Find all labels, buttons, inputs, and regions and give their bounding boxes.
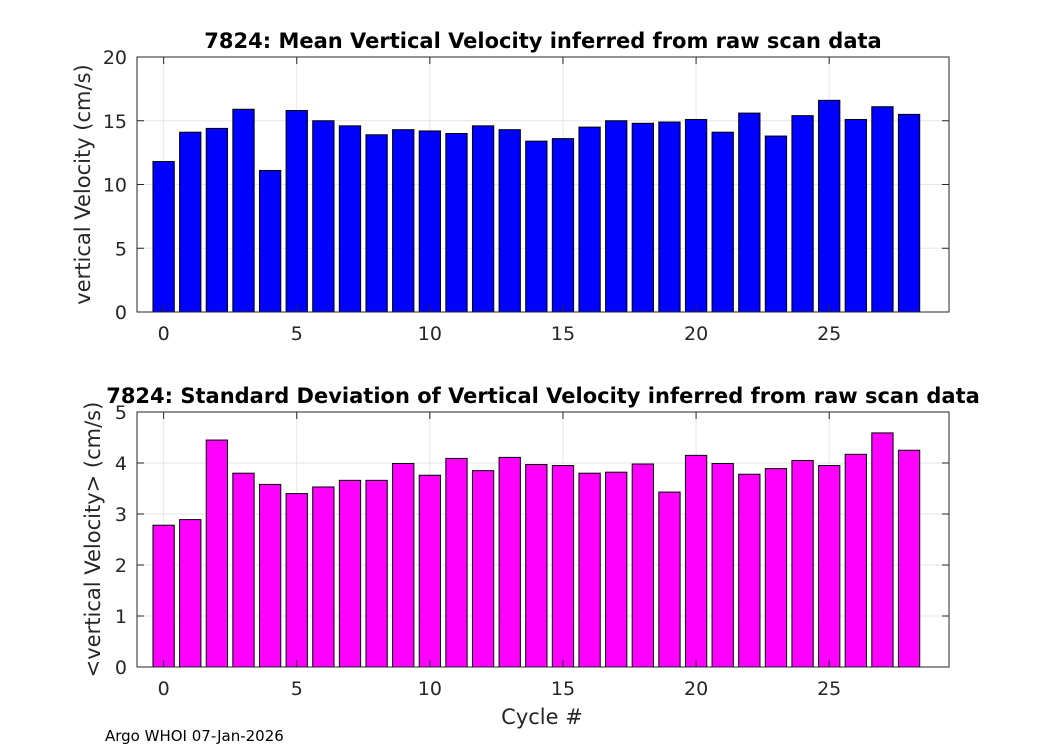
top-chart-title: 7824: Mean Vertical Velocity inferred fr… xyxy=(204,29,881,53)
bar-cycle-20 xyxy=(684,454,708,668)
bar-cycle-1 xyxy=(179,131,202,313)
bar-cycle-27 xyxy=(871,106,894,313)
x-tick-label: 0 xyxy=(158,323,170,345)
bar-cycle-23 xyxy=(764,468,788,668)
bar-cycle-10 xyxy=(418,130,442,313)
bar-cycle-2 xyxy=(205,127,229,313)
bar-cycle-8 xyxy=(365,479,388,668)
y-tick-label: 5 xyxy=(115,402,127,424)
bar-cycle-20 xyxy=(684,118,708,313)
bar-cycle-17 xyxy=(605,120,628,313)
bar-cycle-6 xyxy=(312,486,335,668)
bar-cycle-5 xyxy=(285,493,308,668)
bar-cycle-9 xyxy=(392,463,415,668)
bar-cycle-18 xyxy=(631,463,654,668)
y-tick-label: 3 xyxy=(115,504,127,526)
bottom-bars xyxy=(152,432,921,668)
bar-cycle-2 xyxy=(205,439,229,668)
std-velocity-chart: 0 5 10 15 20 25 0 1 2 3 4 5 7824: Standard Deviatio… xyxy=(81,384,980,729)
bar-cycle-26 xyxy=(844,453,867,668)
bar-cycle-19 xyxy=(658,121,681,313)
bar-cycle-16 xyxy=(578,126,601,313)
bar-cycle-22 xyxy=(738,112,761,313)
bar-cycle-5 xyxy=(285,110,308,313)
x-tick-label: 15 xyxy=(551,323,575,345)
bar-cycle-10 xyxy=(418,474,442,668)
x-tick-label: 10 xyxy=(418,678,442,700)
bar-cycle-14 xyxy=(525,140,548,313)
x-tick-label: 5 xyxy=(291,678,303,700)
bottom-y-axis-label: <vertical Velocity> (cm/s) xyxy=(81,402,105,678)
mean-velocity-chart: 0 5 10 15 20 25 0 5 10 15 20 7824: Mean Vertical V… xyxy=(71,29,950,345)
top-ticks: 0 5 10 15 20 25 0 5 10 15 20 xyxy=(103,47,949,345)
bar-cycle-1 xyxy=(179,519,202,668)
x-tick-label: 25 xyxy=(817,323,841,345)
x-tick-label: 20 xyxy=(684,323,708,345)
bar-cycle-25 xyxy=(818,99,841,313)
bar-cycle-12 xyxy=(471,125,495,313)
bar-cycle-28 xyxy=(897,113,921,313)
bottom-chart-title: 7824: Standard Deviation of Vertical Vel… xyxy=(106,384,980,408)
bar-cycle-23 xyxy=(764,135,788,313)
x-tick-label: 10 xyxy=(418,323,442,345)
y-tick-label: 0 xyxy=(115,657,127,679)
bar-cycle-28 xyxy=(897,449,921,668)
footer-text: Argo WHOI 07-Jan-2026 xyxy=(105,727,284,745)
y-tick-label: 0 xyxy=(115,302,127,324)
bar-cycle-3 xyxy=(232,472,255,668)
bar-cycle-15 xyxy=(551,465,575,668)
bar-cycle-27 xyxy=(871,432,894,668)
x-tick-label: 20 xyxy=(684,678,708,700)
y-tick-label: 10 xyxy=(103,175,127,197)
bar-cycle-4 xyxy=(258,169,282,313)
bar-cycle-25 xyxy=(818,465,841,668)
x-tick-label: 15 xyxy=(551,678,575,700)
bar-cycle-11 xyxy=(445,133,468,313)
bar-cycle-8 xyxy=(365,134,388,313)
x-tick-label: 25 xyxy=(817,678,841,700)
bar-cycle-7 xyxy=(338,479,362,668)
bar-cycle-15 xyxy=(551,138,575,313)
bar-cycle-19 xyxy=(658,491,681,668)
bar-cycle-24 xyxy=(791,115,814,313)
bar-cycle-17 xyxy=(605,471,628,668)
bar-cycle-0 xyxy=(152,161,175,313)
bar-cycle-11 xyxy=(445,457,468,668)
x-tick-label: 5 xyxy=(291,323,303,345)
bar-cycle-26 xyxy=(844,118,867,313)
bar-cycle-14 xyxy=(525,464,548,668)
y-tick-label: 2 xyxy=(115,555,127,577)
x-axis-label: Cycle # xyxy=(501,705,583,729)
y-tick-label: 4 xyxy=(115,453,127,475)
bar-cycle-12 xyxy=(471,470,495,668)
bar-cycle-21 xyxy=(711,131,734,313)
y-tick-label: 15 xyxy=(103,111,127,133)
bottom-axes-frame xyxy=(136,411,950,668)
y-tick-label: 20 xyxy=(103,47,127,69)
bar-cycle-13 xyxy=(498,129,521,313)
bar-cycle-4 xyxy=(258,483,282,668)
bar-cycle-13 xyxy=(498,456,521,668)
bar-cycle-6 xyxy=(312,120,335,313)
bar-cycle-7 xyxy=(338,125,362,313)
bar-cycle-22 xyxy=(738,473,761,668)
y-tick-label: 5 xyxy=(115,238,127,260)
bar-cycle-16 xyxy=(578,472,601,668)
bar-cycle-9 xyxy=(392,129,415,313)
bar-cycle-18 xyxy=(631,122,654,313)
bar-cycle-21 xyxy=(711,463,734,668)
y-tick-label: 1 xyxy=(115,606,127,628)
top-y-axis-label: vertical Velocity (cm/s) xyxy=(71,64,95,304)
bottom-ticks: 0 5 10 15 20 25 0 1 2 3 4 5 xyxy=(115,402,949,700)
bar-cycle-3 xyxy=(232,108,255,313)
bar-cycle-0 xyxy=(152,524,175,668)
x-tick-label: 0 xyxy=(158,678,170,700)
bar-cycle-24 xyxy=(791,459,814,668)
